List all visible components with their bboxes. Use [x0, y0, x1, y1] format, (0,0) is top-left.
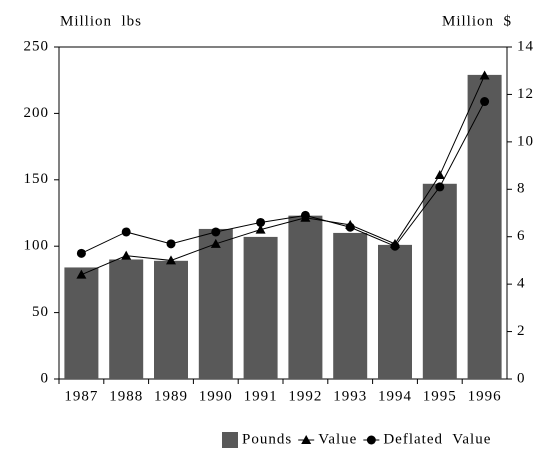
- y2-tick-label: 8: [517, 181, 526, 197]
- marker: [345, 222, 355, 232]
- marker: [479, 70, 490, 80]
- marker: [210, 238, 221, 248]
- x-tick-label: 1990: [199, 388, 233, 404]
- marker: [435, 182, 445, 192]
- x-tick-label: 1987: [64, 388, 98, 404]
- x-tick-label: 1991: [244, 388, 278, 404]
- y2-tick-label: 0: [517, 370, 526, 386]
- marker: [434, 170, 445, 180]
- y2-tick-label: 12: [517, 86, 534, 102]
- y2-tick-label: 4: [517, 276, 526, 292]
- x-tick-label: 1988: [109, 388, 143, 404]
- marker: [166, 239, 176, 249]
- marker: [300, 210, 310, 220]
- bar: [467, 74, 502, 379]
- y2-tick-label: 2: [517, 323, 526, 339]
- y-tick-label: 100: [24, 238, 50, 254]
- bar: [109, 259, 144, 379]
- y-axis-label: Million lbs: [60, 13, 142, 29]
- y-tick-label: 0: [41, 370, 50, 386]
- y-tick-label: 150: [24, 171, 50, 187]
- x-tick-label: 1994: [378, 388, 412, 404]
- x-tick-label: 1995: [423, 388, 457, 404]
- bar: [198, 228, 233, 379]
- marker: [121, 227, 131, 237]
- y-tick-label: 250: [24, 38, 50, 54]
- y2-tick-label: 10: [517, 133, 534, 149]
- x-tick-label: 1989: [154, 388, 188, 404]
- marker: [121, 250, 132, 260]
- legend-swatch: [222, 432, 238, 448]
- bar: [243, 236, 278, 379]
- y2-tick-label: 6: [517, 228, 526, 244]
- line: [81, 75, 486, 276]
- marker: [480, 97, 490, 107]
- marker: [390, 241, 400, 251]
- legend-label: Value: [318, 431, 357, 447]
- x-tick-label: 1993: [333, 388, 367, 404]
- marker: [256, 217, 266, 227]
- bar: [422, 183, 457, 379]
- legend-label: Deflated Value: [383, 431, 491, 447]
- x-tick-label: 1996: [468, 388, 502, 404]
- line: [81, 101, 486, 254]
- x-tick-label: 1992: [288, 388, 322, 404]
- bar: [378, 244, 412, 379]
- bar: [64, 267, 99, 379]
- marker: [255, 224, 266, 234]
- y-tick-label: 200: [24, 105, 50, 121]
- legend-marker: [301, 435, 312, 444]
- bar: [333, 232, 368, 379]
- y2-tick-label: 14: [517, 38, 534, 54]
- legend-marker: [366, 435, 376, 445]
- y-tick-label: 50: [32, 304, 49, 320]
- marker: [76, 248, 86, 258]
- marker: [211, 227, 221, 237]
- marker: [166, 255, 176, 265]
- bar: [154, 260, 188, 379]
- bar: [288, 215, 323, 379]
- y2-axis-label: Million $: [442, 13, 512, 29]
- marker: [76, 269, 87, 279]
- legend-label: Pounds: [242, 431, 292, 447]
